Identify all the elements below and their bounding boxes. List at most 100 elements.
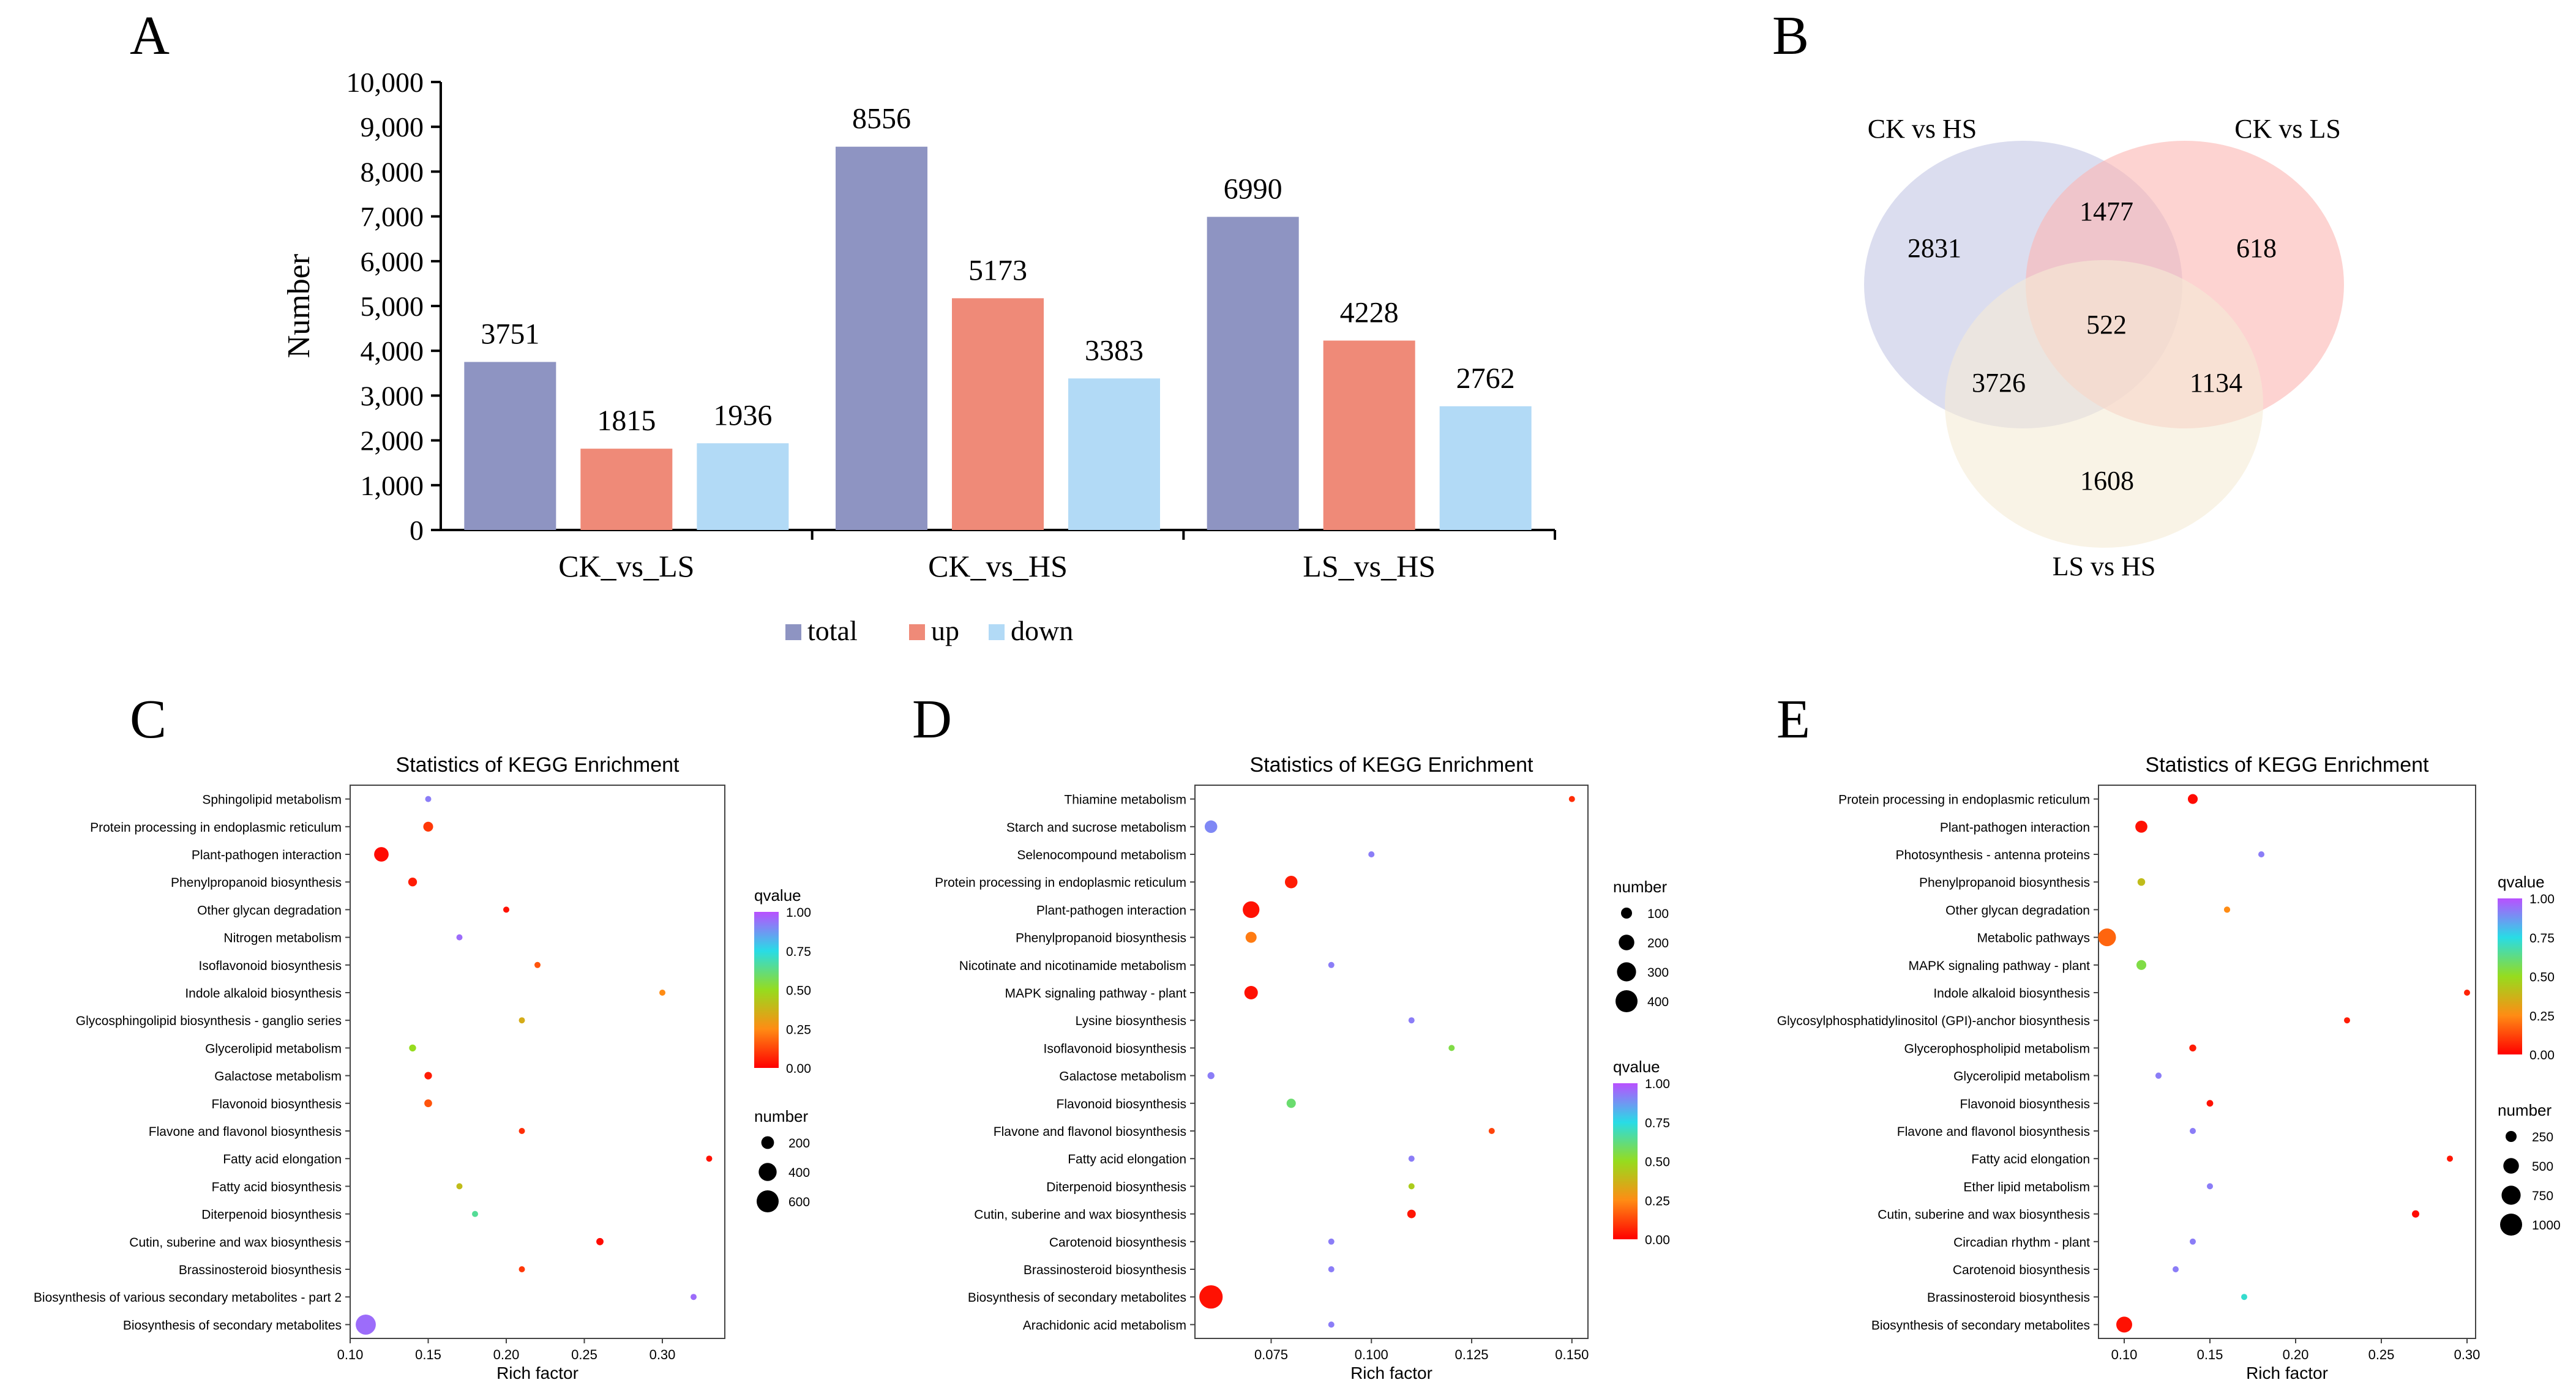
size-legend-label: 400: [1647, 995, 1669, 1009]
pathway-label: Nitrogen metabolism: [223, 931, 342, 946]
color-legend-tick: 0.75: [786, 945, 811, 959]
enrichment-point: [2173, 1266, 2179, 1272]
enrichment-point: [2116, 1316, 2132, 1333]
color-legend-tick: 0.50: [786, 984, 811, 998]
bar-down: [1068, 378, 1160, 530]
enrichment-point: [425, 796, 432, 802]
venn-region-count: 1134: [2190, 368, 2242, 398]
pathway-label: Brassinosteroid biosynthesis: [179, 1263, 342, 1277]
enrichment-point: [2137, 878, 2146, 886]
size-legend-label: 600: [788, 1195, 810, 1209]
x-tick-label: 0.075: [1254, 1347, 1288, 1362]
panel-a-bar-chart: A 0 1,000 2,000 3,000 4,000 5,000 6,000 7,000 8,…: [130, 6, 1556, 646]
pathway-label: Other glycan degradation: [1945, 903, 2090, 917]
pathway-label: Cutin, suberine and wax biosynthesis: [974, 1208, 1186, 1222]
bar-total: [836, 146, 927, 530]
pathway-label: Flavone and flavonol biosynthesis: [994, 1125, 1186, 1139]
legend-label-up: up: [931, 615, 959, 646]
venn-set-3: [1945, 260, 2263, 548]
enrichment-point: [2464, 990, 2470, 996]
pathway-label: Arachidonic acid metabolism: [1023, 1318, 1186, 1332]
enrichment-point: [2412, 1210, 2419, 1218]
enrichment-point: [1368, 851, 1375, 857]
pathway-label: Lysine biosynthesis: [1076, 1014, 1186, 1028]
x-tick-label: 0.10: [2111, 1347, 2138, 1362]
size-legend-circle: [2500, 1214, 2522, 1236]
enrichment-point: [519, 1017, 525, 1024]
bar-value-label: 5173: [968, 254, 1027, 286]
enrichment-point: [2241, 1294, 2247, 1300]
size-legend-circle: [1616, 990, 1638, 1012]
y-tick-label: 0: [410, 515, 424, 546]
enrichment-point: [2155, 1072, 2162, 1079]
size-legend-circle: [1617, 962, 1636, 982]
enrichment-point: [2344, 1017, 2350, 1024]
enrichment-point: [472, 1211, 478, 1217]
color-legend-tick: 0.00: [1645, 1233, 1670, 1247]
venn-set-label: CK vs LS: [2234, 114, 2341, 144]
pathway-label: Phenylpropanoid biosynthesis: [1919, 876, 2090, 890]
enrichment-point: [356, 1314, 376, 1335]
color-legend-bar: [2498, 898, 2522, 1054]
legend-label-total: total: [807, 615, 858, 646]
pathway-label: Galactose metabolism: [214, 1070, 342, 1084]
legend-swatch-down: [989, 624, 1005, 640]
venn-region-count: 1477: [2080, 196, 2133, 226]
size-legend-label: 400: [788, 1166, 810, 1180]
pathway-label: Phenylpropanoid biosynthesis: [1016, 931, 1186, 946]
pathway-label: Glycerolipid metabolism: [1953, 1070, 2090, 1084]
pathway-label: Glycosylphosphatidylinositol (GPI)-ancho…: [1777, 1014, 2090, 1028]
pathway-label: Cutin, suberine and wax biosynthesis: [1878, 1208, 2090, 1222]
scatter-title: Statistics of KEGG Enrichment: [396, 753, 680, 777]
size-legend-label: 1000: [2532, 1218, 2561, 1233]
pathway-label: Brassinosteroid biosynthesis: [1024, 1263, 1186, 1277]
x-tick-label: 0.15: [415, 1347, 441, 1362]
y-tick-label: 3,000: [361, 380, 424, 411]
bar-up: [952, 298, 1044, 530]
pathway-label: Biosynthesis of secondary metabolites: [123, 1318, 342, 1332]
size-legend-circle: [2506, 1131, 2517, 1142]
bar-value-label: 2762: [1456, 362, 1515, 395]
enrichment-point: [424, 1099, 432, 1108]
venn-set-label: CK vs HS: [1868, 114, 1977, 144]
color-legend-tick: 0.00: [2529, 1048, 2555, 1062]
enrichment-point: [659, 990, 665, 996]
enrichment-point: [408, 878, 417, 887]
venn-set-label: LS vs HS: [2053, 551, 2156, 581]
enrichment-point: [1488, 1128, 1495, 1134]
pathway-label: Flavone and flavonol biosynthesis: [149, 1125, 342, 1139]
size-legend-circle: [2501, 1185, 2521, 1205]
pathway-label: Fatty acid elongation: [223, 1152, 342, 1166]
pathway-label: Brassinosteroid biosynthesis: [1927, 1291, 2090, 1305]
pathway-label: Diterpenoid biosynthesis: [1046, 1180, 1186, 1194]
venn-region-count: 2831: [1908, 233, 1961, 263]
pathway-label: Plant-pathogen interaction: [1940, 821, 2090, 835]
pathway-label: Thiamine metabolism: [1064, 793, 1186, 807]
enrichment-point: [1284, 875, 1298, 889]
y-tick-label: 8,000: [361, 156, 424, 187]
venn-region-count: 3726: [1972, 368, 2026, 398]
enrichment-point: [2447, 1155, 2453, 1162]
pathway-label: Circadian rhythm - plant: [1953, 1236, 2090, 1250]
y-tick-label: 2,000: [361, 425, 424, 457]
x-tick-label: 0.100: [1355, 1347, 1388, 1362]
pathway-label: Flavonoid biosynthesis: [1057, 1097, 1186, 1111]
enrichment-point: [2258, 851, 2264, 857]
enrichment-point: [1199, 1285, 1223, 1309]
legend-label-down: down: [1011, 615, 1073, 646]
x-tick-label: 0.25: [2368, 1347, 2395, 1362]
bar-total: [1207, 217, 1299, 530]
enrichment-point: [1408, 1017, 1415, 1024]
enrichment-point: [1328, 1238, 1335, 1245]
size-legend-circle: [2503, 1158, 2519, 1174]
bar-up: [580, 449, 673, 530]
enrichment-point: [1207, 1072, 1215, 1080]
y-tick-label: 1,000: [361, 470, 424, 501]
color-legend-tick: 0.75: [2529, 931, 2555, 946]
pathway-label: Plant-pathogen interaction: [192, 848, 342, 862]
pathway-label: Biosynthesis of secondary metabolites: [968, 1291, 1186, 1305]
bar-value-label: 4228: [1340, 297, 1399, 329]
x-tick-label: 0.30: [2454, 1347, 2481, 1362]
enrichment-point: [2206, 1100, 2214, 1107]
bar-up: [1323, 340, 1415, 530]
